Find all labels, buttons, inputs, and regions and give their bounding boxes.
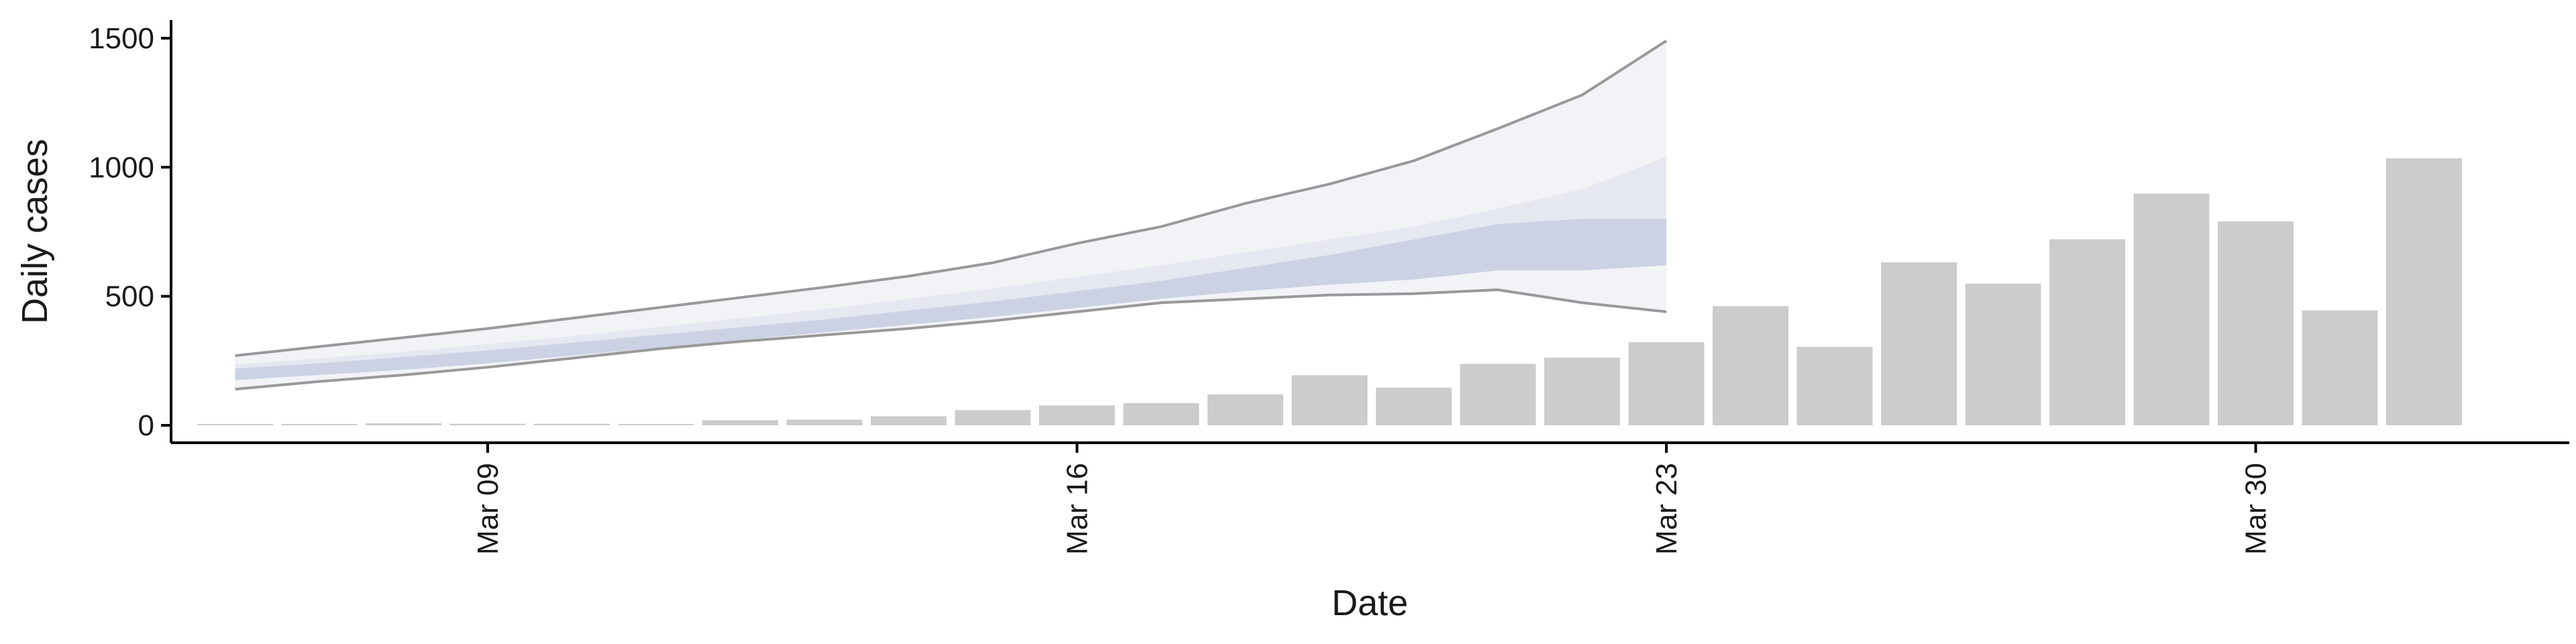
bar-2020-03-23 — [1628, 342, 1705, 425]
forecast-lower-line — [235, 288, 1667, 391]
forecast-core-band — [235, 219, 1666, 380]
bar-2020-03-12 — [702, 420, 778, 425]
y-tick-label: 500 — [105, 280, 154, 313]
bar-2020-03-25 — [1796, 347, 1873, 425]
x-tick-label: Mar 30 — [2240, 463, 2273, 555]
bar-2020-03-29 — [2133, 193, 2210, 425]
forecast-lines — [235, 40, 1668, 391]
x-ticks: Mar 09 Mar 16 Mar 23 Mar 30 — [472, 443, 2273, 555]
bar-2020-03-18 — [1208, 394, 1283, 425]
axes — [170, 20, 2569, 444]
bar-2020-03-16 — [1039, 405, 1115, 425]
bar-2020-03-15 — [955, 410, 1031, 425]
y-tick-label: 1000 — [89, 151, 154, 184]
bar-2020-03-27 — [1965, 283, 2041, 425]
bar-2020-03-28 — [2049, 239, 2125, 425]
bar-2020-03-10 — [534, 423, 610, 425]
bar-2020-03-11 — [618, 424, 694, 425]
bar-2020-03-07 — [281, 424, 358, 425]
y-ticks: 0 500 1000 1500 — [89, 22, 171, 442]
bar-2020-03-22 — [1544, 358, 1620, 425]
forecast-bands — [235, 40, 1666, 390]
bar-2020-03-31 — [2302, 310, 2378, 425]
bar-2020-03-26 — [1881, 262, 1957, 425]
bar-2020-03-14 — [871, 416, 947, 425]
x-tick-label: Mar 09 — [472, 463, 504, 555]
y-axis-title: Daily cases — [15, 139, 55, 324]
x-tick-label: Mar 16 — [1061, 463, 1094, 555]
x-axis-title: Date — [1332, 583, 1408, 623]
bar-2020-03-30 — [2218, 221, 2294, 425]
y-tick-label: 1500 — [89, 22, 154, 55]
forecast-upper-line — [235, 40, 1668, 358]
bars-layer — [197, 158, 2462, 425]
bar-2020-03-24 — [1713, 306, 1788, 425]
y-tick-label: 0 — [138, 409, 154, 442]
bar-2020-03-09 — [449, 423, 526, 425]
x-tick-label: Mar 23 — [1650, 463, 1683, 555]
forecast-outer-band — [235, 40, 1666, 390]
bar-2020-03-17 — [1123, 402, 1199, 425]
bar-2020-04-01 — [2386, 158, 2462, 425]
bar-2020-03-08 — [366, 423, 441, 425]
bar-2020-03-13 — [786, 419, 863, 425]
bar-2020-03-19 — [1291, 375, 1368, 425]
bar-2020-03-20 — [1376, 387, 1452, 425]
bar-2020-03-06 — [197, 424, 273, 425]
bar-2020-03-21 — [1460, 364, 1536, 425]
